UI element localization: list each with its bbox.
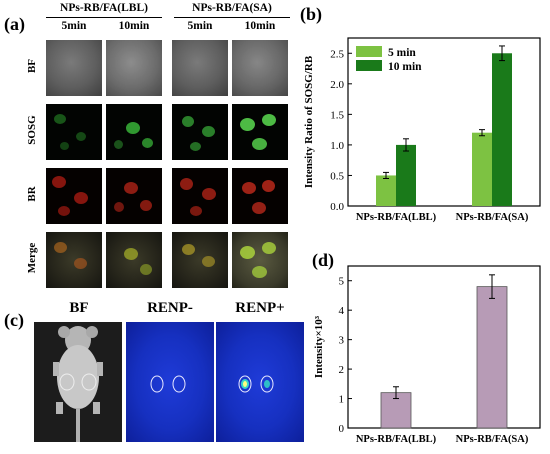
time-header-4: 10min	[244, 20, 276, 32]
mouse-renp-minus-image	[126, 322, 214, 442]
br-image-lbl-5min	[46, 168, 102, 224]
legend-label-1: 10 min	[388, 61, 422, 73]
legend-label-0: 5 min	[388, 47, 416, 59]
merge-image-lbl-5min	[46, 232, 102, 288]
time-header-1: 5min	[61, 20, 87, 32]
x-tick-label-1: NPs-RB/FA(SA)	[456, 434, 529, 445]
mouse-bf-image	[34, 322, 122, 442]
br-image-sa-5min	[172, 168, 228, 224]
y-tick-label-2: 1.0	[330, 140, 344, 152]
row-label-sosg: SOSG	[26, 115, 38, 145]
plot-frame	[347, 37, 541, 207]
bf-image-sa-5min	[172, 40, 228, 96]
y-tick-label-3: 1.5	[330, 109, 344, 121]
merge-image-sa-5min	[172, 232, 228, 288]
y-tick-label-2: 2	[339, 364, 345, 376]
y-axis-label: Intensity Ratio of SOSG/RB	[303, 55, 315, 188]
legend-swatch-0	[356, 46, 382, 57]
x-tick-label-0: NPs-RB/FA(LBL)	[356, 434, 437, 445]
panel-a-label: (a)	[4, 14, 25, 34]
x-tick-label-0: NPs-RB/FA(LBL)	[356, 212, 437, 223]
sosg-image-sa-10min	[232, 104, 288, 160]
group-underline-lbl	[46, 17, 162, 18]
merge-image-sa-10min	[232, 232, 288, 288]
y-tick-label-5: 5	[339, 276, 345, 288]
chart-b: 0.0 0.5 1.0 1.5 2.0 2.5 Intensity Ratio of SOS…	[303, 37, 541, 223]
time-header-3: 5min	[187, 20, 213, 32]
panel-b-label: (b)	[300, 4, 322, 24]
bar-0-1	[396, 144, 416, 206]
image-label-renp-minus: RENP-	[147, 300, 193, 316]
y-tick-label-5: 2.5	[330, 48, 344, 60]
group-underline-sa	[174, 17, 290, 18]
row-label-br: BR	[26, 186, 38, 202]
group-label-lbl: NPs-RB/FA(LBL)	[60, 2, 148, 14]
image-label-renp-plus: RENP+	[235, 300, 285, 316]
image-label-bf: BF	[69, 300, 89, 316]
panel-c-label: (c)	[4, 310, 24, 330]
y-tick-label-0: 0	[339, 423, 345, 435]
y-tick-label-4: 2.0	[330, 79, 344, 91]
plot-frame	[347, 265, 541, 429]
sosg-image-sa-5min	[172, 104, 228, 160]
panel-d-label: (d)	[312, 250, 334, 270]
bar-0-0	[376, 175, 396, 206]
row-label-merge: Merge	[26, 242, 38, 274]
bar-1-0	[472, 132, 492, 206]
bf-image-lbl-10min	[106, 40, 162, 96]
br-image-sa-10min	[232, 168, 288, 224]
x-tick-label-1: NPs-RB/FA(SA)	[456, 212, 529, 223]
time-header-2: 10min	[118, 20, 150, 32]
sosg-image-lbl-5min	[46, 104, 102, 160]
group-label-sa: NPs-RB/FA(SA)	[192, 2, 272, 14]
mouse-renp-plus-image	[216, 322, 304, 442]
sosg-image-lbl-10min	[106, 104, 162, 160]
bf-image-sa-10min	[232, 40, 288, 96]
row-label-bf: BF	[26, 58, 38, 74]
chart-d: 0 1 2 3 4 5 Intensity×10³ NPs-RB/FA(LBL) NPs-RB/…	[313, 265, 541, 445]
legend-swatch-1	[356, 60, 382, 71]
merge-image-lbl-10min	[106, 232, 162, 288]
y-tick-label-1: 1	[339, 394, 345, 406]
y-tick-label-3: 3	[339, 335, 345, 347]
y-tick-label-4: 4	[339, 305, 345, 317]
y-tick-label-0: 0.0	[330, 201, 344, 213]
y-tick-label-1: 0.5	[330, 170, 344, 182]
bf-image-lbl-5min	[46, 40, 102, 96]
bar-1-1	[492, 53, 512, 206]
bar-1-0	[476, 286, 508, 429]
br-image-lbl-10min	[106, 168, 162, 224]
y-axis-label: Intensity×10³	[313, 315, 325, 378]
